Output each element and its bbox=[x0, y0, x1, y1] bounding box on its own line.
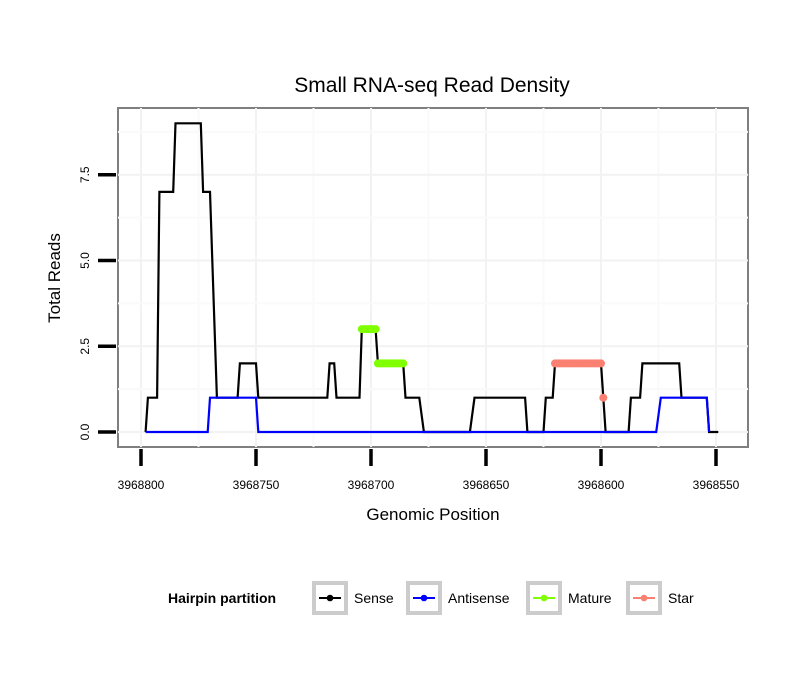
data-point-mature bbox=[371, 325, 380, 334]
legend-item-star: Star bbox=[626, 581, 694, 615]
y-axis: 0.0 2.5 5.0 7.5 bbox=[78, 166, 116, 440]
legend-label: Mature bbox=[568, 590, 612, 606]
data-point-mature bbox=[399, 359, 408, 368]
gridlines bbox=[118, 108, 748, 447]
chart-title: Small RNA-seq Read Density bbox=[294, 74, 570, 97]
legend-item-mature: Mature bbox=[526, 581, 612, 615]
legend-key-point bbox=[640, 594, 648, 602]
x-tick-label: 3968700 bbox=[348, 478, 395, 492]
data-point-star bbox=[599, 393, 608, 402]
data-point-star bbox=[597, 359, 605, 368]
x-tick-label: 3968550 bbox=[693, 478, 740, 492]
legend-label: Sense bbox=[354, 590, 394, 606]
legend-key-point bbox=[420, 594, 428, 602]
x-tick-label: 3968600 bbox=[578, 478, 625, 492]
x-tick-label: 3968650 bbox=[463, 478, 510, 492]
x-tick-label: 3968800 bbox=[118, 478, 165, 492]
series-layer bbox=[144, 122, 719, 434]
x-axis: 3968800 3968750 3968700 3968650 3968600 39685… bbox=[118, 449, 740, 492]
legend-title: Hairpin partition bbox=[168, 590, 276, 606]
series-line-antisense bbox=[145, 396, 711, 434]
legend-label: Antisense bbox=[448, 590, 510, 606]
y-tick-label: 0.0 bbox=[78, 423, 92, 440]
series-points-star bbox=[551, 359, 608, 402]
legend-key-point bbox=[326, 594, 334, 602]
series-antisense bbox=[145, 396, 711, 434]
x-axis-title: Genomic Position bbox=[366, 505, 499, 524]
y-tick-label: 7.5 bbox=[78, 166, 92, 183]
y-tick-label: 2.5 bbox=[78, 338, 92, 355]
y-tick-label: 5.0 bbox=[78, 252, 92, 269]
series-points-mature bbox=[357, 325, 408, 368]
x-tick-label: 3968750 bbox=[233, 478, 280, 492]
legend: Hairpin partition Sense Antisense Mature St… bbox=[168, 581, 694, 615]
plot-panel bbox=[117, 107, 749, 448]
legend-item-antisense: Antisense bbox=[406, 581, 510, 615]
legend-key-point bbox=[540, 594, 548, 602]
y-axis-title: Total Reads bbox=[45, 233, 64, 323]
legend-label: Star bbox=[668, 590, 694, 606]
legend-item-sense: Sense bbox=[312, 581, 394, 615]
